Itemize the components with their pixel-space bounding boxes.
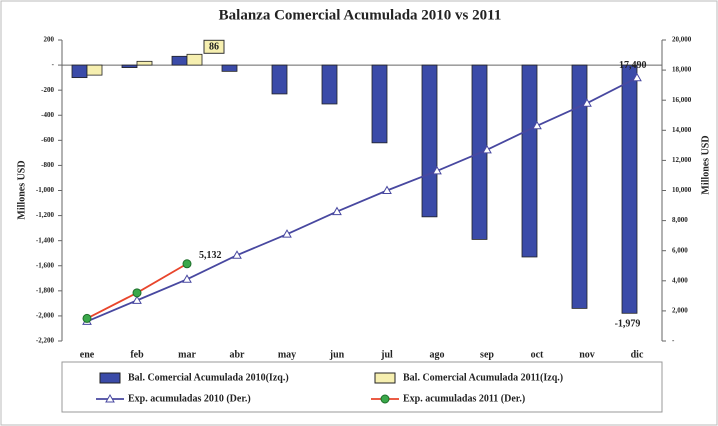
bar: [571, 64, 588, 309]
bar: [371, 64, 388, 144]
y2-tick-label: 6,000: [672, 246, 688, 254]
y2-tick-label: 10,000: [672, 186, 692, 194]
bar: [71, 64, 88, 79]
marker: [532, 120, 542, 130]
marker: [632, 72, 642, 82]
x-tick-label: ene: [80, 349, 95, 360]
marker: [382, 185, 392, 194]
y-tick-label: -1,200: [36, 211, 55, 219]
label-box: [203, 39, 225, 54]
bar: [136, 60, 153, 66]
y2-tick-label: 8,000: [672, 216, 688, 224]
bar: [86, 64, 103, 76]
marker: [182, 274, 192, 283]
x-tick-label: nov: [579, 349, 595, 360]
x-tick-label: may: [278, 349, 296, 360]
x-tick-label: feb: [130, 349, 144, 360]
legend-marker: [105, 393, 115, 403]
marker: [582, 98, 592, 107]
y-tick-label: -1,800: [36, 286, 55, 294]
x-tick-label: mar: [178, 349, 196, 360]
legend-label: Exp. acumuladas 2010 (Der.): [128, 393, 251, 404]
marker: [132, 288, 142, 298]
marker: [282, 229, 292, 238]
y-tick-label: -800: [41, 161, 54, 169]
y-tick-label: -1,400: [36, 236, 55, 244]
marker: [182, 259, 192, 269]
x-tick-label: jun: [329, 349, 345, 360]
y-tick-label: -600: [41, 136, 54, 144]
legend-marker: [380, 394, 390, 404]
y-tick-label: -1,600: [36, 261, 55, 269]
y-tick-label: -2,000: [36, 312, 55, 320]
y2-tick-label: -: [672, 337, 675, 345]
y-tick-label: -200: [41, 86, 54, 94]
chart-title: Balanza Comercial Acumulada 2010 vs 2011: [219, 7, 502, 23]
x-tick-label: dic: [631, 349, 644, 360]
legend-swatch: [99, 372, 121, 384]
y-axis-label: Millones USD: [16, 160, 27, 219]
bar: [271, 64, 288, 95]
x-tick-label: jul: [380, 349, 393, 360]
marker: [482, 144, 492, 154]
bar: [186, 53, 203, 66]
marker: [432, 165, 442, 175]
y-tick-label: 200: [44, 36, 55, 44]
bar: [171, 55, 188, 66]
y2-tick-label: 18,000: [672, 66, 692, 74]
y2-tick-label: 14,000: [672, 126, 692, 134]
x-tick-label: abr: [230, 349, 246, 360]
y-tick-label: -: [52, 61, 55, 69]
legend-label: Bal. Comercial Acumulada 2010(Izq.): [128, 372, 289, 383]
data-label: 5,132: [199, 250, 222, 261]
y2-tick-label: 20,000: [672, 36, 692, 44]
data-label: -1,979: [615, 319, 641, 330]
bar: [321, 64, 338, 105]
bar: [121, 64, 138, 68]
y-tick-label: -1,000: [36, 186, 55, 194]
bar: [421, 64, 438, 218]
bar: [621, 64, 638, 314]
x-tick-label: oct: [531, 349, 544, 360]
marker: [82, 313, 92, 323]
y2-tick-label: 16,000: [672, 96, 692, 104]
data-label: 17,490: [619, 60, 647, 71]
bar: [221, 64, 238, 72]
marker: [132, 295, 142, 304]
legend-swatch: [374, 372, 396, 384]
data-label: 86: [209, 42, 219, 53]
legend-label: Bal. Comercial Acumulada 2011(Izq.): [403, 372, 563, 383]
legend-box: [61, 361, 663, 413]
x-tick-label: sep: [480, 349, 494, 360]
marker: [232, 250, 242, 259]
line: [86, 76, 638, 323]
y-tick-label: -2,200: [36, 337, 55, 345]
bar: [521, 64, 538, 258]
y-tick-label: -400: [41, 111, 54, 119]
legend-label: Exp. acumuladas 2011 (Der.): [403, 393, 525, 404]
y2-tick-label: 4,000: [672, 276, 688, 284]
y2-tick-label: 12,000: [672, 156, 692, 164]
x-tick-label: ago: [430, 349, 445, 360]
y2-tick-label: 2,000: [672, 307, 688, 315]
y2-axis-label: Millones USD: [700, 135, 711, 194]
marker: [332, 206, 342, 216]
